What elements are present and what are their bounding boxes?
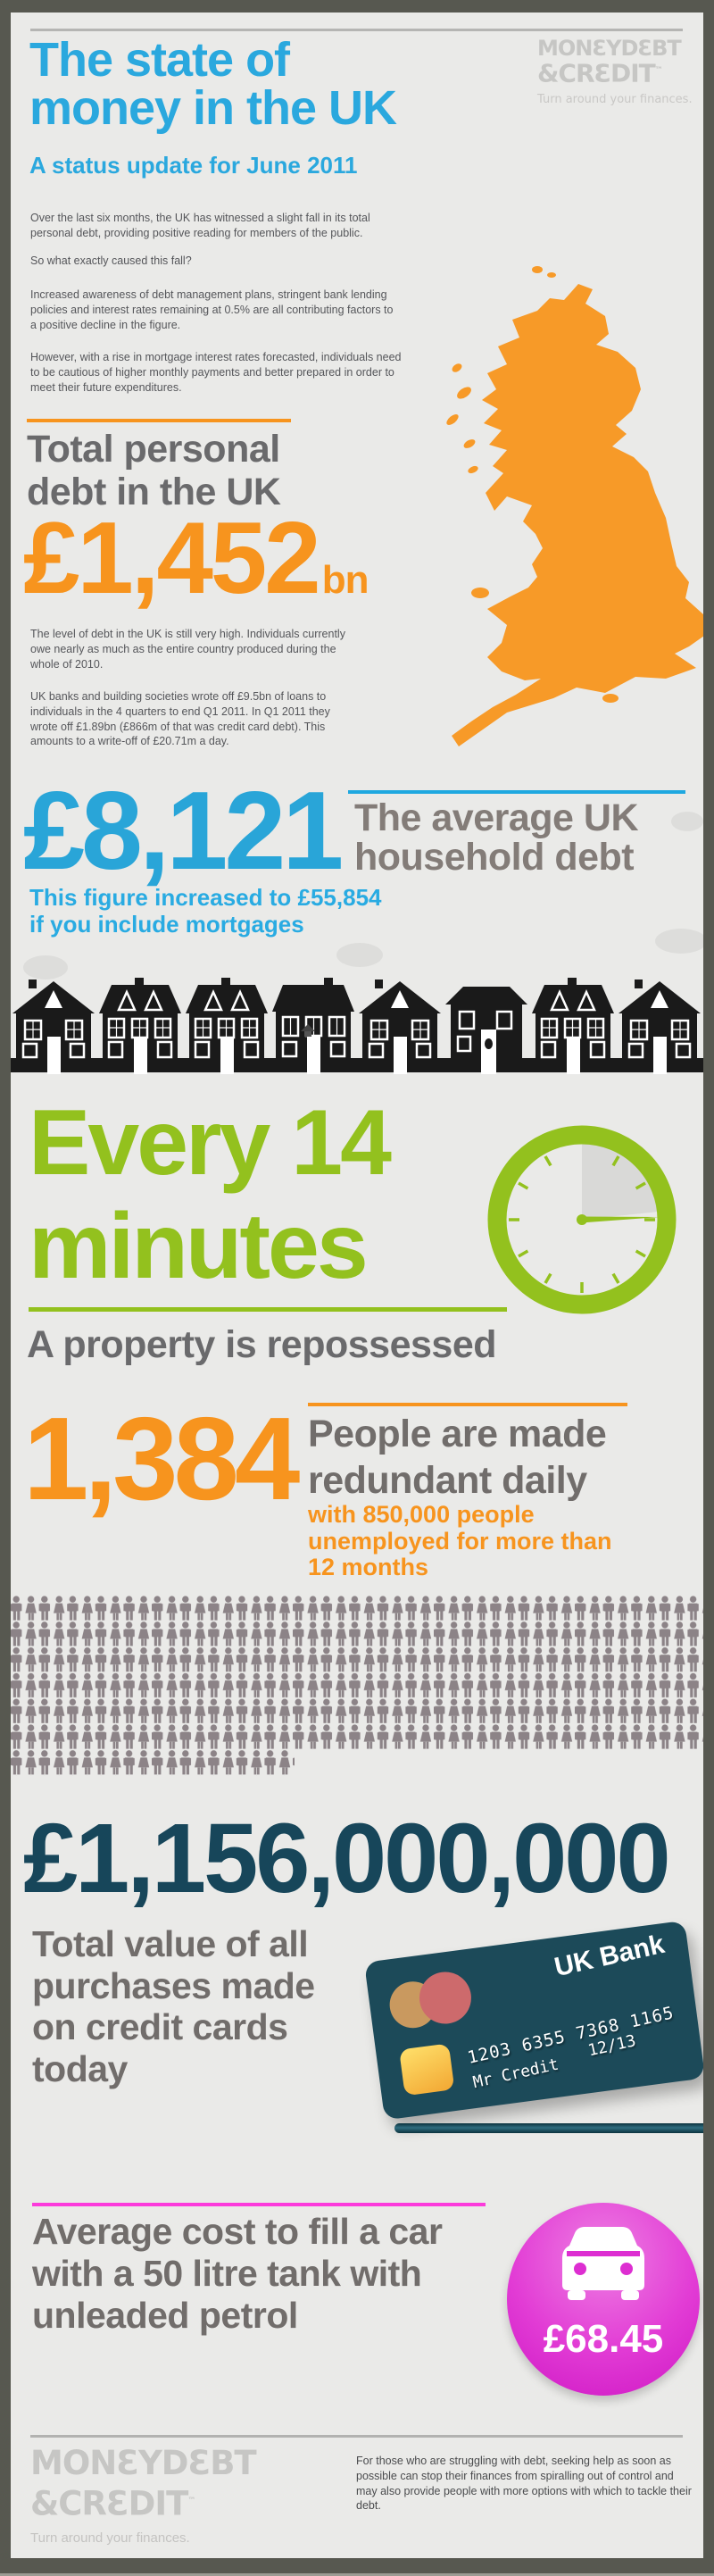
clock-icon xyxy=(487,1125,677,1314)
brand-logo: MONƐYDƐBT &CRƐDIT™ Turn around your fina… xyxy=(537,38,698,106)
cloud-decoration xyxy=(23,955,68,980)
redundancy-figure: 1,384 xyxy=(23,1393,300,1524)
cloud-decoration xyxy=(336,943,383,967)
petrol-heading-line2: with a 50 litre tank with xyxy=(32,2253,422,2294)
footer-divider xyxy=(30,2435,683,2438)
total-debt-unit: bn xyxy=(321,558,369,602)
unemployment-note-line3: 12 months xyxy=(308,1554,429,1580)
blue-divider-household xyxy=(348,790,685,794)
page-title-line1: The state of xyxy=(29,33,290,87)
page-title: The state of money in the UK xyxy=(29,33,397,135)
petrol-heading-line3: unleaded petrol xyxy=(32,2295,298,2336)
unemployment-note: with 850,000 people unemployed for more … xyxy=(308,1501,612,1581)
houses-graphic xyxy=(11,978,703,1076)
redundancy-label: People are made redundant daily xyxy=(308,1411,607,1504)
redundancy-label-line2: redundant daily xyxy=(308,1459,587,1502)
footer-logo-line1: MONƐYDƐBT xyxy=(30,2444,257,2482)
credit-card: UK Bank 1203 6355 7368 1165 Mr Credit 12… xyxy=(364,1920,703,2121)
credit-caption-line2: purchases made xyxy=(32,1964,315,2006)
green-divider xyxy=(29,1307,507,1312)
infographic-content: The state of money in the UK MONƐYDƐBT &… xyxy=(11,13,703,2558)
car-icon xyxy=(562,2227,644,2300)
debt-paragraph-2: UK banks and building societies wrote of… xyxy=(30,690,330,748)
orange-divider-redundancy xyxy=(308,1403,627,1406)
mortgage-note-line2: if you include mortgages xyxy=(29,911,304,938)
uk-map-graphic xyxy=(446,266,703,746)
petrol-price: £68.45 xyxy=(543,2317,664,2361)
footer-logo-line2: &CRƐDIT™ xyxy=(30,2484,195,2523)
footer-tagline: Turn around your finances. xyxy=(30,2530,190,2546)
petrol-heading: Average cost to fill a car with a 50 lit… xyxy=(32,2211,443,2337)
page-subtitle: A status update for June 2011 xyxy=(29,152,358,179)
debt-heading-line1: Total personal xyxy=(27,428,280,471)
unemployment-note-line1: with 850,000 people xyxy=(308,1501,535,1528)
debt-paragraph-1: The level of debt in the UK is still ver… xyxy=(30,628,345,671)
card-shelf-bar xyxy=(394,2123,703,2133)
mortgage-note-line1: This figure increased to £55,854 xyxy=(29,884,382,911)
page-title-line2: money in the UK xyxy=(29,81,397,135)
repossession-headline-line1: Every 14 xyxy=(29,1091,392,1195)
credit-caption-line4: today xyxy=(32,2047,128,2089)
trademark-symbol: ™ xyxy=(654,66,663,75)
intro-question: So what exactly caused this fall? xyxy=(30,254,192,267)
credit-caption-line1: Total value of all xyxy=(32,1923,309,1964)
intro-paragraph-1: Over the last six months, the UK has wit… xyxy=(30,212,370,239)
card-details: 1203 6355 7368 1165 Mr Credit 12/13 xyxy=(466,2003,682,2092)
household-debt-figure: £8,121 xyxy=(23,770,344,893)
unemployment-note-line2: unemployed for more than xyxy=(308,1527,612,1555)
orange-divider-debt xyxy=(27,419,291,422)
brand-logo-line1: MONƐYDƐBT xyxy=(537,36,682,61)
top-divider xyxy=(30,29,683,31)
pink-divider xyxy=(32,2203,486,2206)
household-debt-label: The average UK household debt xyxy=(354,796,639,879)
trademark-symbol: ™ xyxy=(187,2497,195,2505)
credit-caption-line3: on credit cards xyxy=(32,2006,288,2047)
redundancy-label-line1: People are made xyxy=(308,1413,607,1455)
brand-logo-line2: &CRƐDIT™ xyxy=(537,58,663,88)
brand-tagline: Turn around your finances. xyxy=(537,93,693,107)
credit-card-bank-name: UK Bank xyxy=(552,1929,668,1983)
crowd-graphic xyxy=(11,1596,703,1776)
footer-brand-logo: MONƐYDƐBT &CRƐDIT™ xyxy=(30,2444,257,2523)
credit-card-caption: Total value of all purchases made on cre… xyxy=(32,1923,315,2089)
total-debt-figure: £1,452bn xyxy=(23,502,369,615)
card-chip-icon xyxy=(399,2043,455,2097)
intro-paragraph-3: However, with a rise in mortgage interes… xyxy=(30,351,402,394)
repossession-caption: A property is repossessed xyxy=(27,1323,497,1366)
cloud-decoration xyxy=(671,812,703,831)
repossession-headline: Every 14 minutes xyxy=(29,1091,392,1298)
frame-bottom-highlight xyxy=(0,2573,714,2576)
household-label-line2: household debt xyxy=(354,836,635,879)
debt-heading: Total personal debt in the UK xyxy=(27,428,281,513)
footer-note: For those who are struggling with debt, … xyxy=(356,2455,692,2513)
mortgage-note: This figure increased to £55,854 if you … xyxy=(29,884,382,938)
credit-card-total-figure: £1,156,000,000 xyxy=(23,1804,671,1913)
cloud-decoration xyxy=(655,929,703,954)
intro-paragraph-2: Increased awareness of debt management p… xyxy=(30,288,394,331)
debt-heading-line2: debt in the UK xyxy=(27,471,281,513)
petrol-price-badge: £68.45 xyxy=(507,2203,700,2396)
repossession-headline-line2: minutes xyxy=(29,1195,369,1298)
household-label-line1: The average UK xyxy=(354,796,639,839)
petrol-heading-line1: Average cost to fill a car xyxy=(32,2211,443,2252)
